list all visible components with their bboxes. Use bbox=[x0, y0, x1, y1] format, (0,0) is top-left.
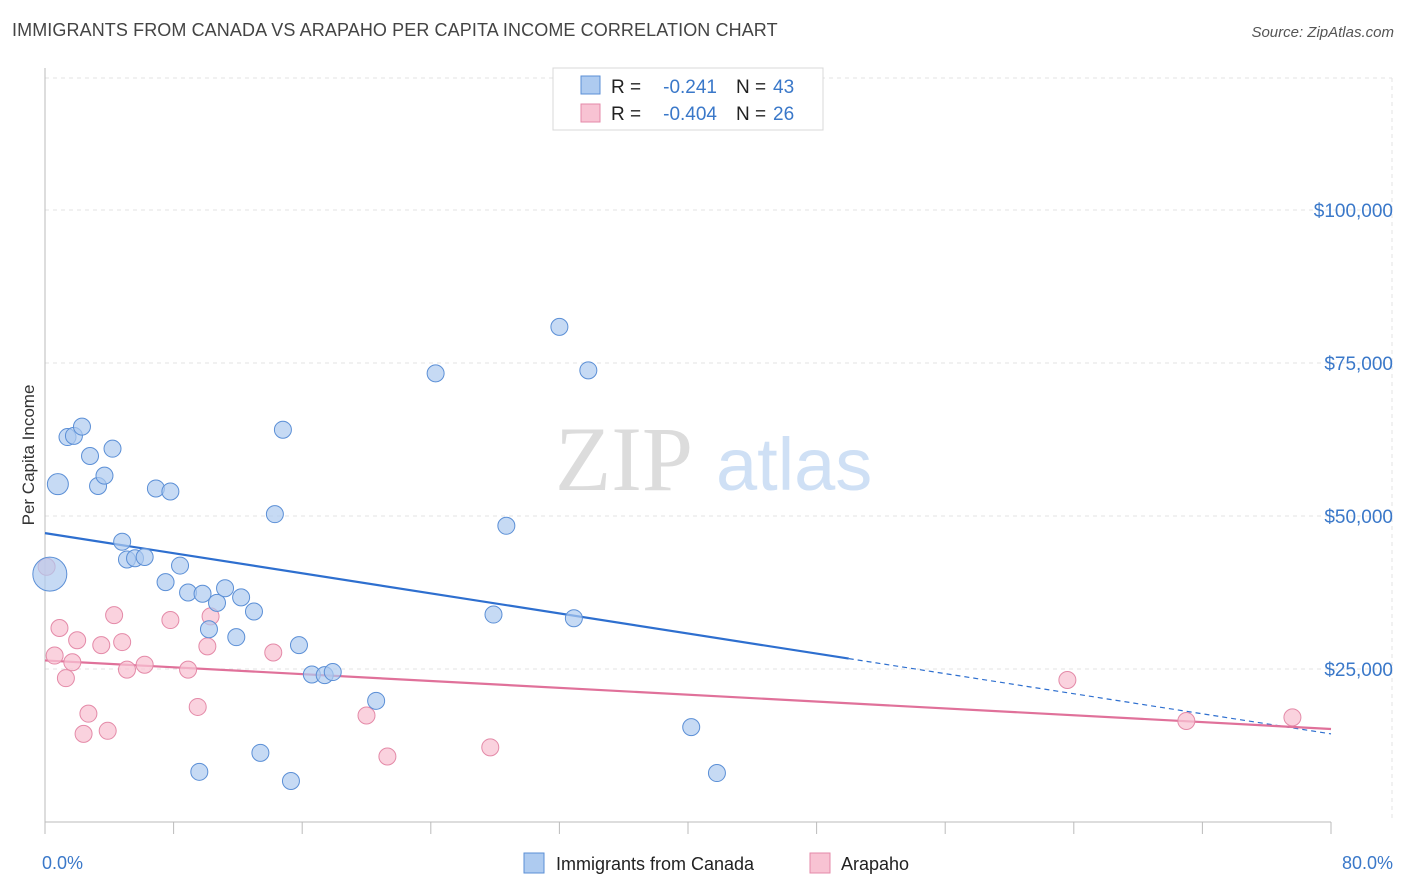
point-canada-19 bbox=[193, 584, 212, 603]
point-arapaho-2 bbox=[50, 618, 69, 637]
series-legend: Immigrants from Canada Arapaho bbox=[523, 852, 909, 874]
trend-line-canada bbox=[44, 532, 849, 660]
point-canada-16 bbox=[171, 556, 190, 575]
point-canada-29 bbox=[281, 771, 300, 790]
point-arapaho-21 bbox=[378, 747, 397, 766]
legend-swatch-arapaho bbox=[580, 103, 601, 123]
y-tick-label-1: $50,000 bbox=[1324, 507, 1393, 528]
point-arapaho-23 bbox=[1058, 671, 1077, 690]
point-arapaho-6 bbox=[74, 724, 93, 743]
point-canada-25 bbox=[244, 602, 263, 621]
point-canada-35 bbox=[426, 364, 445, 383]
watermark-zip: ZIP bbox=[555, 408, 693, 510]
point-canada-9 bbox=[113, 532, 132, 551]
point-canada-4 bbox=[72, 417, 91, 436]
point-arapaho-8 bbox=[92, 636, 111, 655]
point-arapaho-7 bbox=[79, 704, 98, 723]
chart-title: IMMIGRANTS FROM CANADA VS ARAPAHO PER CA… bbox=[12, 20, 778, 40]
data-points bbox=[32, 317, 1302, 790]
point-canada-5 bbox=[81, 447, 100, 466]
point-arapaho-25 bbox=[1283, 708, 1302, 727]
point-canada-12 bbox=[135, 548, 154, 567]
legend-r-value-canada: -0.241 bbox=[663, 77, 717, 98]
point-arapaho-20 bbox=[357, 706, 376, 725]
legend-r-label-arapaho: R = bbox=[611, 104, 641, 125]
point-arapaho-1 bbox=[45, 646, 64, 665]
point-canada-40 bbox=[579, 361, 598, 380]
x-tick-labels: 0.0% 80.0% bbox=[42, 853, 1393, 873]
point-arapaho-19 bbox=[264, 643, 283, 662]
source-label: Source: ZipAtlas.com bbox=[1251, 24, 1394, 41]
y-tick-labels: $25,000 $50,000 $75,000 $100,000 bbox=[1314, 201, 1393, 681]
trend-line-canada-extension bbox=[848, 658, 1332, 735]
point-arapaho-11 bbox=[113, 633, 132, 652]
series-swatch-canada bbox=[523, 852, 545, 874]
watermark: ZIP atlas bbox=[555, 408, 872, 510]
watermark-atlas: atlas bbox=[716, 423, 872, 506]
point-canada-15 bbox=[161, 482, 180, 501]
point-canada-34 bbox=[367, 691, 386, 710]
point-arapaho-22 bbox=[481, 738, 500, 757]
point-arapaho-4 bbox=[63, 653, 82, 672]
y-axis-label: Per Capita Income bbox=[19, 385, 38, 526]
point-canada-26 bbox=[251, 743, 270, 762]
legend-r-label-canada: R = bbox=[611, 77, 641, 98]
point-canada-18 bbox=[190, 762, 209, 781]
point-canada-7 bbox=[95, 466, 114, 485]
legend-swatch-canada bbox=[580, 75, 601, 95]
legend-n-label-arapaho: N = bbox=[736, 104, 766, 125]
point-canada-36 bbox=[484, 605, 503, 624]
point-canada-41 bbox=[682, 718, 701, 737]
point-arapaho-5 bbox=[68, 631, 87, 650]
point-canada-33 bbox=[323, 663, 342, 682]
point-canada-24 bbox=[232, 588, 251, 607]
legend-n-value-canada: 43 bbox=[773, 77, 794, 98]
point-canada-21 bbox=[208, 593, 227, 612]
point-arapaho-13 bbox=[135, 655, 154, 674]
x-tick-label-1: 80.0% bbox=[1342, 853, 1393, 873]
point-arapaho-16 bbox=[188, 697, 207, 716]
point-canada-30 bbox=[289, 636, 308, 655]
point-canada-39 bbox=[564, 609, 583, 628]
y-tick-label-2: $75,000 bbox=[1324, 354, 1393, 375]
point-canada-8 bbox=[103, 439, 122, 458]
point-canada-22 bbox=[216, 579, 235, 598]
trend-lines bbox=[44, 532, 1332, 735]
point-canada-23 bbox=[227, 628, 246, 647]
point-canada-37 bbox=[497, 516, 516, 535]
point-canada-42 bbox=[707, 764, 726, 783]
series-label-canada: Immigrants from Canada bbox=[556, 854, 755, 874]
point-canada-28 bbox=[273, 420, 292, 439]
point-canada-0 bbox=[32, 556, 68, 592]
point-arapaho-9 bbox=[98, 721, 117, 740]
point-arapaho-3 bbox=[56, 669, 75, 688]
point-arapaho-17 bbox=[198, 637, 217, 656]
trend-line-arapaho bbox=[44, 659, 1332, 731]
x-tick-label-0: 0.0% bbox=[42, 853, 83, 873]
point-canada-27 bbox=[265, 505, 284, 524]
legend-r-value-arapaho: -0.404 bbox=[663, 104, 717, 125]
point-arapaho-24 bbox=[1177, 712, 1196, 731]
point-arapaho-14 bbox=[161, 611, 180, 630]
y-tick-label-3: $100,000 bbox=[1314, 201, 1393, 222]
point-arapaho-10 bbox=[105, 606, 124, 625]
legend-n-value-arapaho: 26 bbox=[773, 104, 794, 125]
axes bbox=[44, 68, 1332, 834]
point-canada-38 bbox=[550, 317, 569, 336]
series-label-arapaho: Arapaho bbox=[841, 854, 909, 874]
point-canada-1 bbox=[46, 473, 69, 496]
point-canada-20 bbox=[199, 620, 218, 639]
point-arapaho-15 bbox=[179, 660, 198, 679]
point-arapaho-12 bbox=[117, 660, 136, 679]
y-tick-label-0: $25,000 bbox=[1324, 660, 1393, 681]
legend-n-label-canada: N = bbox=[736, 77, 766, 98]
series-swatch-arapaho bbox=[809, 852, 831, 874]
correlation-legend: R = -0.241 N = 43 R = -0.404 N = 26 bbox=[552, 67, 824, 131]
point-canada-14 bbox=[156, 573, 175, 592]
